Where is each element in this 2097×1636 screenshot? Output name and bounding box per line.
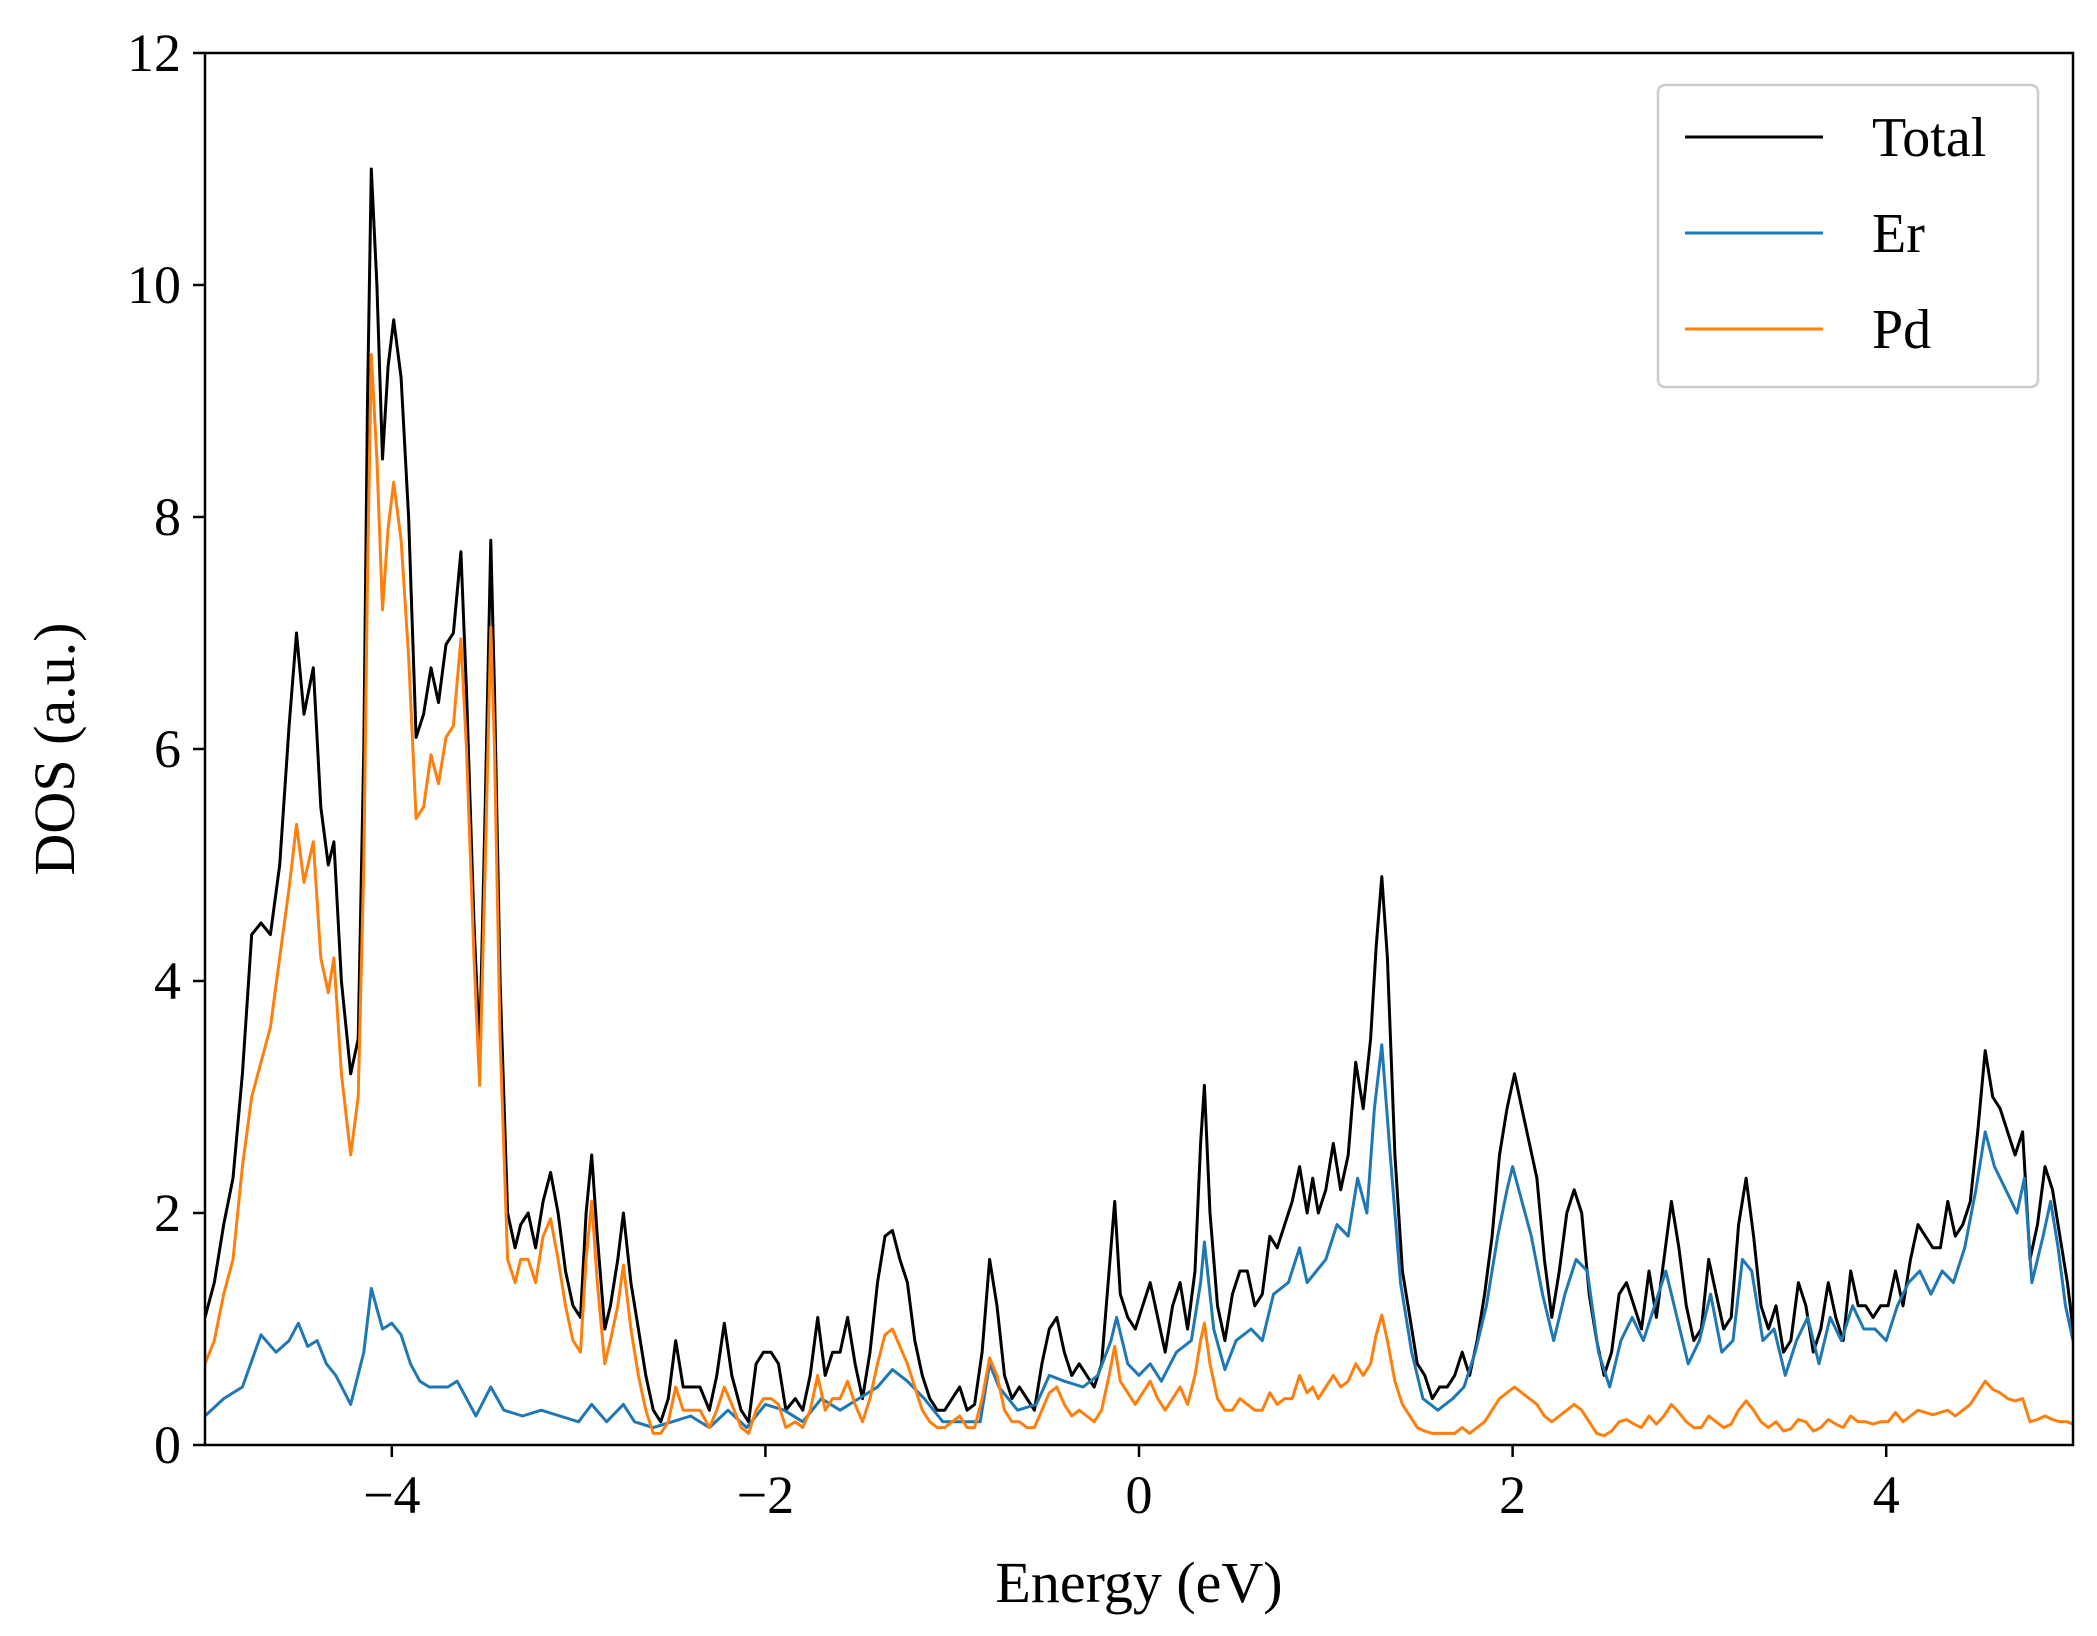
y-tick-label: 12	[127, 23, 181, 83]
y-tick-label: 4	[154, 951, 181, 1011]
legend-box	[1656, 83, 2040, 389]
ticks-layer: −4 −2 0 2 4 0 2 4 6 8 10 12	[127, 23, 1900, 1525]
y-tick-label: 6	[154, 719, 181, 779]
y-axis-label: DOS (a.u.)	[22, 623, 87, 876]
y-tick-label: 0	[154, 1415, 181, 1475]
legend-label-pd: Pd	[1872, 299, 1931, 361]
series-layer	[205, 167, 2073, 1438]
y-tick-label: 2	[154, 1183, 181, 1243]
legend-label-total: Total	[1872, 107, 1986, 169]
x-tick-label: −4	[363, 1465, 420, 1525]
y-tick-label: 10	[127, 255, 181, 315]
series-line-pd	[205, 353, 2073, 1438]
legend-label-er: Er	[1872, 203, 1925, 265]
x-axis-label: Energy (eV)	[995, 1550, 1282, 1615]
x-tick-label: 0	[1126, 1465, 1153, 1525]
x-tick-label: −2	[737, 1465, 794, 1525]
series-line-er	[205, 1043, 2073, 1430]
x-tick-label: 4	[1873, 1465, 1900, 1525]
series-line-total	[205, 167, 2073, 1424]
y-tick-label: 8	[154, 487, 181, 547]
x-tick-label: 2	[1499, 1465, 1526, 1525]
legend: Total Er Pd	[1656, 83, 2040, 389]
